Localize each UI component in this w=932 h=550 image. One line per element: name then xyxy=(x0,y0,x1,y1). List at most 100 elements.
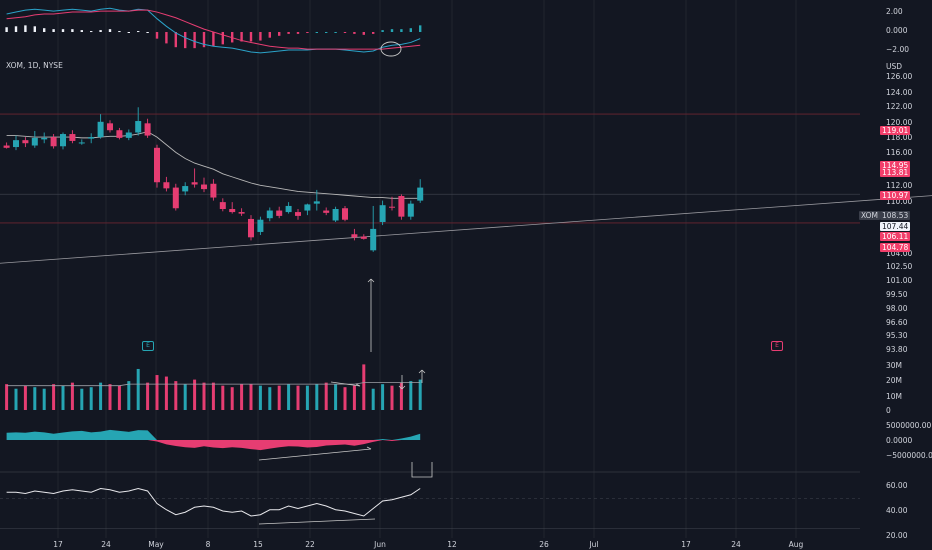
macd-histogram-bar xyxy=(419,25,422,32)
date-axis-tick: Aug xyxy=(789,540,804,549)
volume-bar xyxy=(202,382,206,410)
date-axis-tick: 26 xyxy=(539,540,549,549)
spike-arrow-head-r xyxy=(370,278,375,283)
candle-body xyxy=(172,187,179,209)
volume-arrow-up-l xyxy=(418,369,423,374)
volume-bar xyxy=(117,385,121,410)
volume-bar xyxy=(381,384,385,410)
macd-histogram-bar xyxy=(155,32,159,39)
volume-divergence-head xyxy=(355,383,361,387)
macd-histogram-bar xyxy=(43,28,46,32)
date-axis-tick: 24 xyxy=(731,540,741,549)
macd-signal-line xyxy=(6,9,421,50)
price-tag: 114.95 xyxy=(880,161,911,170)
volume-bar xyxy=(315,384,319,410)
volume-bar xyxy=(155,375,159,410)
candle-body xyxy=(125,132,132,138)
volume-bar xyxy=(61,385,65,410)
volume-bar xyxy=(70,382,74,410)
trendline xyxy=(0,195,932,264)
price-axis-unit: USD xyxy=(886,62,902,71)
date-axis-tick: 22 xyxy=(305,540,315,549)
macd-histogram-bar xyxy=(306,32,309,33)
macd-pane[interactable] xyxy=(5,7,422,57)
price-axis-tick: 95.30 xyxy=(886,331,908,340)
candle-body xyxy=(201,184,207,190)
flow-divergence-line xyxy=(258,448,372,461)
macd-histogram-bar xyxy=(108,29,112,32)
volume-bar xyxy=(193,379,197,410)
date-axis-tick: 8 xyxy=(206,540,211,549)
macd-histogram-bar xyxy=(71,29,74,32)
volume-bar xyxy=(371,388,375,410)
volume-bar xyxy=(399,382,403,410)
volume-bar xyxy=(127,381,131,410)
candle-body xyxy=(417,187,424,201)
date-axis-tick: 17 xyxy=(681,540,691,549)
price-axis-tick: 93.80 xyxy=(886,345,908,354)
symbol-price-tag: XOM xyxy=(859,211,881,220)
candle-body xyxy=(266,210,273,219)
macd-histogram-bar xyxy=(146,32,149,33)
candle-body xyxy=(154,147,160,183)
volume-bar xyxy=(42,388,46,410)
candle-body xyxy=(3,145,10,148)
flow-divergence-head xyxy=(366,446,372,450)
candle-body xyxy=(78,142,85,144)
candle-body xyxy=(13,140,19,148)
macd-histogram-bar xyxy=(221,32,224,45)
drawing-annotations[interactable] xyxy=(258,278,433,525)
candle-body xyxy=(313,201,320,204)
date-axis-tick: 24 xyxy=(101,540,111,549)
price-pane[interactable] xyxy=(0,107,932,271)
volume-arrow-down-l xyxy=(398,385,403,390)
macd-histogram-bar xyxy=(390,29,394,32)
macd-histogram-bar xyxy=(400,29,403,32)
price-tag: 107.44 xyxy=(880,222,911,231)
symbol-header[interactable]: XOM, 1D, NYSE xyxy=(6,61,63,70)
candle-body xyxy=(163,182,170,189)
macd-histogram-bar xyxy=(315,32,318,33)
macd-histogram-bar xyxy=(343,32,347,33)
price-tag: 104.78 xyxy=(880,243,911,252)
money-flow-pane[interactable] xyxy=(6,429,421,451)
volume-bar xyxy=(362,364,366,410)
volume-bar xyxy=(211,382,215,410)
rsi-axis-tick: 40.00 xyxy=(886,506,908,515)
volume-pane[interactable] xyxy=(5,364,422,410)
macd-histogram-bar xyxy=(212,32,215,47)
spike-arrow-head-l xyxy=(367,278,372,283)
rsi-pane[interactable] xyxy=(6,487,421,517)
volume-bar xyxy=(249,384,253,410)
price-axis-tick: 126.00 xyxy=(886,72,912,81)
macd-histogram-bar xyxy=(249,32,253,42)
macd-histogram-bar xyxy=(137,31,140,33)
volume-bar xyxy=(334,384,338,410)
price-axis-tick: 116.00 xyxy=(886,148,912,157)
earnings-marker[interactable]: E xyxy=(771,341,783,351)
volume-bar xyxy=(324,382,328,410)
price-axis-tick: 96.60 xyxy=(886,318,908,327)
macd-histogram-bar xyxy=(362,32,365,35)
candle-body xyxy=(398,196,405,217)
volume-bar xyxy=(108,384,112,410)
volume-bar xyxy=(221,385,225,410)
macd-histogram-bar xyxy=(14,26,18,32)
candle-body xyxy=(144,123,151,136)
price-tag: 108.53 xyxy=(880,211,911,220)
volume-bar xyxy=(164,376,168,410)
macd-histogram-bar xyxy=(24,25,27,32)
flow-axis-tick: 0.0000 xyxy=(886,436,912,445)
earnings-marker[interactable]: E xyxy=(142,341,154,351)
volume-arrow-down-r xyxy=(401,385,406,390)
flow-axis-tick: 5000000.00 xyxy=(886,421,932,430)
macd-axis-tick: −2.00 xyxy=(886,45,909,54)
price-axis-tick: 122.00 xyxy=(886,102,912,111)
candle-body xyxy=(182,186,189,192)
rsi-line xyxy=(6,487,421,517)
chart-grid xyxy=(0,0,860,538)
volume-bar xyxy=(343,387,347,410)
date-axis-tick: May xyxy=(148,540,164,549)
macd-histogram-bar xyxy=(33,26,36,32)
